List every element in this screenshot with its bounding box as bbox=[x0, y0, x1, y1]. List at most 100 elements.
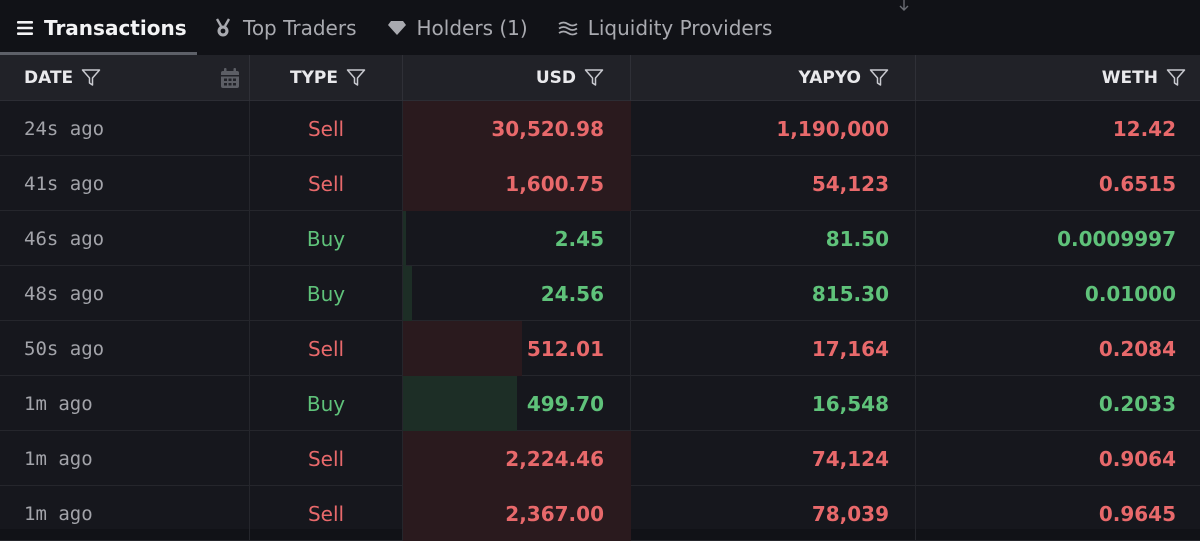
cell-date: 48s ago bbox=[0, 266, 250, 321]
table-row[interactable]: 24s ago Sell 30,520.98 1,190,000 12.42 bbox=[0, 101, 1200, 156]
date-text: 1m ago bbox=[24, 392, 93, 415]
volume-bar bbox=[403, 156, 631, 211]
cell-date: 1m ago bbox=[0, 486, 250, 541]
tab-label: Liquidity Providers bbox=[587, 15, 773, 40]
cell-type: Sell bbox=[250, 486, 403, 541]
cell-type: Sell bbox=[250, 321, 403, 376]
type-text: Sell bbox=[307, 116, 345, 141]
cell-yapyo: 74,124 bbox=[631, 431, 916, 486]
table-header: DATE TYPE USD YAPYO W bbox=[0, 55, 1200, 101]
date-text: 48s ago bbox=[24, 282, 105, 305]
usd-text: 24.56 bbox=[540, 281, 604, 306]
yapyo-text: 54,123 bbox=[811, 171, 889, 196]
column-label: YAPYO bbox=[798, 68, 861, 88]
cell-yapyo: 16,548 bbox=[631, 376, 916, 431]
volume-bar bbox=[403, 211, 406, 266]
table-row[interactable]: 1m ago Buy 499.70 16,548 0.2033 bbox=[0, 376, 1200, 431]
tab-top-traders[interactable]: Top Traders bbox=[197, 0, 371, 55]
column-label: DATE bbox=[24, 68, 74, 88]
usd-text: 499.70 bbox=[526, 391, 604, 416]
tab-label: Holders (1) bbox=[416, 15, 528, 40]
filter-icon[interactable] bbox=[1166, 68, 1186, 88]
calendar-icon[interactable] bbox=[220, 67, 240, 89]
tab-liquidity-providers[interactable]: Liquidity Providers bbox=[542, 0, 787, 55]
column-header-date[interactable]: DATE bbox=[0, 55, 250, 101]
cell-usd: 1,600.75 bbox=[403, 156, 631, 211]
table-row[interactable]: 41s ago Sell 1,600.75 54,123 0.6515 bbox=[0, 156, 1200, 211]
cell-weth: 0.9645 bbox=[916, 486, 1200, 541]
cell-date: 1m ago bbox=[0, 431, 250, 486]
cell-date: 46s ago bbox=[0, 211, 250, 266]
cell-yapyo: 1,190,000 bbox=[631, 101, 916, 156]
cell-date: 41s ago bbox=[0, 156, 250, 211]
usd-text: 2,367.00 bbox=[505, 501, 604, 526]
cell-yapyo: 81.50 bbox=[631, 211, 916, 266]
filter-icon[interactable] bbox=[869, 68, 889, 88]
cell-type: Sell bbox=[250, 101, 403, 156]
column-header-usd[interactable]: USD bbox=[403, 55, 631, 101]
cell-type: Sell bbox=[250, 156, 403, 211]
tab-holders[interactable]: Holders (1) bbox=[371, 0, 542, 55]
table-row[interactable]: 1m ago Sell 2,224.46 74,124 0.9064 bbox=[0, 431, 1200, 486]
column-label: TYPE bbox=[290, 68, 338, 88]
list-icon bbox=[16, 18, 34, 38]
filter-icon[interactable] bbox=[346, 68, 366, 88]
cell-date: 50s ago bbox=[0, 321, 250, 376]
yapyo-text: 815.30 bbox=[811, 281, 889, 306]
yapyo-text: 16,548 bbox=[811, 391, 889, 416]
cell-usd: 30,520.98 bbox=[403, 101, 631, 156]
cell-weth: 0.2033 bbox=[916, 376, 1200, 431]
cell-yapyo: 17,164 bbox=[631, 321, 916, 376]
type-text: Buy bbox=[306, 281, 346, 306]
cell-weth: 0.6515 bbox=[916, 156, 1200, 211]
column-header-yapyo[interactable]: YAPYO bbox=[631, 55, 916, 101]
usd-text: 2.45 bbox=[554, 226, 604, 251]
tab-bar: Transactions Top Traders Holders (1) Liq… bbox=[0, 0, 1200, 55]
tab-label: Transactions bbox=[44, 15, 187, 40]
cell-type: Sell bbox=[250, 431, 403, 486]
tab-label: Top Traders bbox=[243, 15, 357, 40]
cell-weth: 0.01000 bbox=[916, 266, 1200, 321]
yapyo-text: 78,039 bbox=[811, 501, 889, 526]
date-text: 41s ago bbox=[24, 172, 105, 195]
cell-usd: 2,224.46 bbox=[403, 431, 631, 486]
column-header-type[interactable]: TYPE bbox=[250, 55, 403, 101]
table-row[interactable]: 46s ago Buy 2.45 81.50 0.0009997 bbox=[0, 211, 1200, 266]
date-text: 50s ago bbox=[24, 337, 105, 360]
cell-yapyo: 815.30 bbox=[631, 266, 916, 321]
column-header-weth[interactable]: WETH bbox=[916, 55, 1200, 101]
filter-icon[interactable] bbox=[81, 68, 101, 88]
type-text: Sell bbox=[307, 336, 345, 361]
cell-date: 1m ago bbox=[0, 376, 250, 431]
date-text: 1m ago bbox=[24, 502, 93, 525]
yapyo-text: 74,124 bbox=[811, 446, 889, 471]
yapyo-text: 81.50 bbox=[825, 226, 889, 251]
cell-usd: 2.45 bbox=[403, 211, 631, 266]
volume-bar bbox=[403, 101, 631, 156]
medal-icon bbox=[213, 17, 233, 38]
weth-text: 0.2084 bbox=[1098, 336, 1176, 361]
transactions-table: DATE TYPE USD YAPYO W bbox=[0, 55, 1200, 541]
cell-usd: 24.56 bbox=[403, 266, 631, 321]
usd-text: 512.01 bbox=[526, 336, 604, 361]
cell-usd: 512.01 bbox=[403, 321, 631, 376]
cell-yapyo: 54,123 bbox=[631, 156, 916, 211]
volume-bar bbox=[403, 431, 631, 486]
arrow-down-icon[interactable] bbox=[896, 0, 912, 14]
waves-icon bbox=[558, 18, 578, 38]
weth-text: 0.9064 bbox=[1098, 446, 1176, 471]
table-row[interactable]: 1m ago Sell 2,367.00 78,039 0.9645 bbox=[0, 486, 1200, 541]
type-text: Sell bbox=[307, 501, 345, 526]
filter-icon[interactable] bbox=[584, 68, 604, 88]
table-row[interactable]: 50s ago Sell 512.01 17,164 0.2084 bbox=[0, 321, 1200, 376]
cell-type: Buy bbox=[250, 266, 403, 321]
volume-bar bbox=[403, 321, 522, 376]
cell-usd: 2,367.00 bbox=[403, 486, 631, 541]
tab-transactions[interactable]: Transactions bbox=[0, 0, 197, 55]
column-label: WETH bbox=[1101, 68, 1158, 88]
table-row[interactable]: 48s ago Buy 24.56 815.30 0.01000 bbox=[0, 266, 1200, 321]
volume-bar bbox=[403, 266, 412, 321]
date-text: 1m ago bbox=[24, 447, 93, 470]
date-text: 24s ago bbox=[24, 117, 105, 140]
cell-weth: 0.2084 bbox=[916, 321, 1200, 376]
